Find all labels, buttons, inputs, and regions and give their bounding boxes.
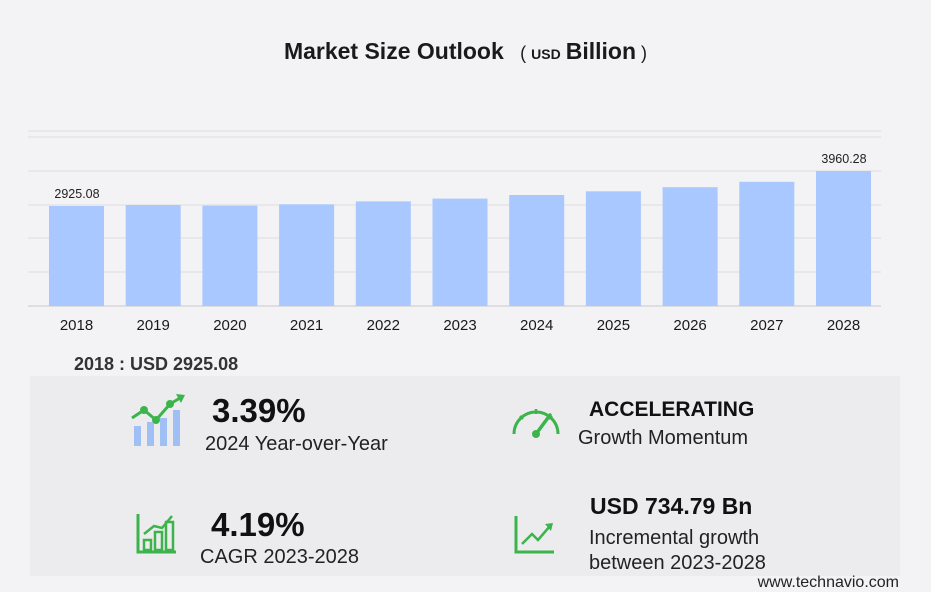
x-tick-2024: 2024 xyxy=(520,317,554,334)
x-tick-2021: 2021 xyxy=(289,317,324,334)
bar-2027 xyxy=(739,181,795,306)
base-value: 2018 : USD 2925.08 xyxy=(74,354,239,374)
bar-2023 xyxy=(432,198,488,306)
bar-2021 xyxy=(279,204,335,306)
bar-2019 xyxy=(125,205,181,306)
cagr-label: CAGR 2023-2028 xyxy=(200,546,359,568)
bar-trend-icon xyxy=(131,394,185,446)
bar-chart-icon xyxy=(136,514,176,554)
x-tick-2023: 2023 xyxy=(443,317,477,334)
title-text: Market Size Outlook xyxy=(283,38,504,64)
bar-2024 xyxy=(509,195,565,306)
momentum-label: Growth Momentum xyxy=(578,427,749,449)
source-url[interactable]: www.technavio.com xyxy=(757,574,899,591)
title-unit: ( USD Billion ) xyxy=(520,38,648,64)
bar-2028 xyxy=(816,171,871,306)
data-labels: 2925.08 3960.28 xyxy=(54,152,866,201)
chart-title: Market Size Outlook ( USD Billion ) xyxy=(0,38,931,65)
x-tick-2020: 2020 xyxy=(213,317,247,334)
incremental-label-line1: Incremental growth xyxy=(589,527,760,549)
data-label-2018: 2925.08 xyxy=(54,187,99,201)
bar-2020 xyxy=(202,205,258,306)
x-tick-2028: 2028 xyxy=(826,317,861,334)
x-tick-2025: 2025 xyxy=(596,317,631,334)
yoy-value: 3.39% xyxy=(212,392,306,429)
x-tick-2026: 2026 xyxy=(673,317,707,334)
x-tick-2019: 2019 xyxy=(136,317,170,334)
speedometer-icon xyxy=(512,409,560,438)
x-tick-2018: 2018 xyxy=(59,317,94,334)
x-tick-2027: 2027 xyxy=(750,317,784,334)
bar-chart: 2925.08 3960.28 xyxy=(28,130,881,307)
x-tick-2022: 2022 xyxy=(366,317,400,334)
bar-2026 xyxy=(662,187,718,306)
cagr-value: 4.19% xyxy=(211,506,305,543)
incremental-label-line2: between 2023-2028 xyxy=(589,552,766,574)
line-growth-icon xyxy=(514,516,554,554)
bar-2022 xyxy=(355,201,411,306)
yoy-label: 2024 Year-over-Year xyxy=(205,433,388,455)
momentum-value: ACCELERATING xyxy=(589,398,755,421)
bar-2018 xyxy=(49,206,104,306)
bars xyxy=(49,171,871,306)
data-label-2028: 3960.28 xyxy=(821,152,866,166)
incremental-value: USD 734.79 Bn xyxy=(590,493,753,519)
bar-2025 xyxy=(585,191,641,306)
stats-panel xyxy=(30,376,900,576)
